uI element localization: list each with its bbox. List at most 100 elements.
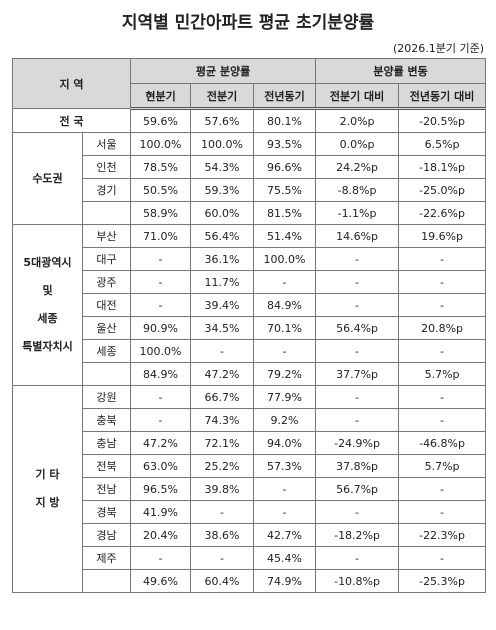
title: 지역별 민간아파트 평균 초기분양률 — [121, 13, 375, 33]
region-cell: 강원 — [81, 385, 132, 409]
cell: - — [315, 500, 400, 524]
cell: 66.7% — [190, 385, 255, 409]
cell: 57.3% — [253, 454, 317, 478]
cell: - — [253, 270, 317, 294]
cell: 37.8%p — [315, 454, 400, 478]
note: (2026.1분기 기준) — [392, 42, 484, 55]
region-cell: 전남 — [81, 477, 132, 501]
cell: - — [398, 293, 487, 317]
row: 전북 63.0% 25.2% 57.3% 37.8%p 5.7%p — [13, 454, 487, 478]
cell: -1.1%p — [315, 201, 400, 225]
cell: 24.2%p — [315, 155, 400, 179]
group-label-line: 세종 — [37, 312, 58, 325]
cell: 56.7%p — [315, 477, 400, 501]
region-cell: 전 국 — [11, 108, 132, 133]
cell: 39.8% — [190, 477, 255, 501]
cell: - — [398, 477, 487, 501]
header-cell: 현분기 — [130, 83, 192, 110]
region-cell: 인천 — [81, 155, 132, 179]
cell: 70.1% — [253, 316, 317, 340]
cell: - — [190, 339, 255, 363]
cell: 96.5% — [130, 477, 192, 501]
cell: 96.6% — [253, 155, 317, 179]
cell: - — [130, 270, 192, 294]
table: 지 역 평균 분양률 분양률 변동 현분기 전분기 전년동기 전분기 대비 전년동기 대… — [11, 58, 487, 593]
cell: 41.9% — [130, 500, 192, 524]
cell: 51.4% — [253, 224, 317, 248]
group-label-line: 수도권 — [32, 171, 63, 185]
cell: 79.2% — [253, 362, 317, 386]
cell: 56.4% — [190, 224, 255, 248]
cell — [81, 201, 132, 225]
cell: 93.5% — [253, 132, 317, 156]
region-cell: 경기 — [81, 178, 132, 202]
row: 전 국 59.6% 57.6% 80.1% 2.0%p -20.5%p — [11, 108, 487, 133]
cell: 77.9% — [253, 385, 317, 409]
cell: 34.5% — [190, 316, 255, 340]
cell: - — [398, 339, 487, 363]
header-cell: 전분기 대비 — [315, 83, 400, 110]
region-cell: 서울 — [81, 132, 132, 156]
cell: - — [130, 546, 192, 570]
cell: 60.0% — [190, 201, 255, 225]
row: 경기 50.5% 59.3% 75.5% -8.8%p -25.0%p — [13, 178, 487, 202]
header-cell: 전년동기 — [253, 83, 317, 110]
region-cell: 대구 — [81, 247, 132, 271]
cell: 84.9% — [253, 293, 317, 317]
row: 광주 -11.7% - - - — [13, 270, 487, 294]
cell: 100.0% — [253, 247, 317, 271]
cell: - — [130, 247, 192, 271]
cell: -10.8%p — [315, 569, 400, 593]
cell — [81, 569, 132, 593]
cell: - — [398, 546, 487, 570]
cell: - — [315, 339, 400, 363]
cell: 78.5% — [130, 155, 192, 179]
cell: 71.0% — [130, 224, 192, 248]
cell: -20.5%p — [398, 108, 487, 133]
row: 수도권 서울 100.0% 100.0% 93.5% 0.0%p 6.5%p — [12, 132, 487, 225]
row: 경북 41.9% - - - - — [13, 500, 487, 524]
group-label-line: 및 — [42, 284, 53, 297]
cell: 57.6% — [190, 108, 255, 133]
group-label: 5대광역시 및 세종 특별자치시 — [12, 224, 83, 386]
cell: 84.9% — [130, 362, 192, 386]
cell: 94.0% — [253, 431, 317, 455]
cell: 6.5%p — [398, 132, 487, 156]
group-label: 수도권 — [12, 132, 83, 225]
region-cell: 충북 — [81, 408, 132, 432]
cell: 90.9% — [130, 316, 192, 340]
cell: - — [253, 339, 317, 363]
region-cell: 울산 — [81, 316, 132, 340]
cell: 100.0% — [130, 339, 192, 363]
region-cell: 경북 — [81, 500, 132, 524]
region-cell: 전북 — [81, 454, 132, 478]
cell: 60.4% — [190, 569, 255, 593]
cell: 56.4%p — [315, 316, 400, 340]
cell: - — [315, 293, 400, 317]
row: 5대광역시 및 세종 특별자치시 부산 71.0% 56.4% 51.4% 14.6%p 19.6… — [12, 224, 487, 386]
cell: -25.0%p — [398, 178, 487, 202]
cell: 36.1% — [190, 247, 255, 271]
group-label-line: 지 방 — [35, 496, 60, 509]
cell: 11.7% — [190, 270, 255, 294]
row: 전남 96.5% 39.8% -56.7%p - — [13, 477, 487, 501]
cell: - — [130, 293, 192, 317]
cell: -25.3%p — [398, 569, 487, 593]
cell: 39.4% — [190, 293, 255, 317]
subtotal-row: 49.6% 60.4% 74.9% -10.8%p -25.3%p — [13, 569, 487, 593]
cell: 45.4% — [253, 546, 317, 570]
cell: 50.5% — [130, 178, 192, 202]
cell: 19.6%p — [398, 224, 487, 248]
cell: - — [190, 500, 255, 524]
cell: - — [398, 247, 487, 271]
subtotal-row: 84.9% 47.2% 79.2% 37.7%p 5.7%p — [13, 362, 487, 386]
cell: 42.7% — [253, 523, 317, 547]
cell: 75.5% — [253, 178, 317, 202]
row: 세종 100.0% - - - - — [13, 339, 487, 363]
cell: -22.3%p — [398, 523, 487, 547]
cell: - — [398, 385, 487, 409]
cell: - — [253, 477, 317, 501]
region-cell: 광주 — [81, 270, 132, 294]
